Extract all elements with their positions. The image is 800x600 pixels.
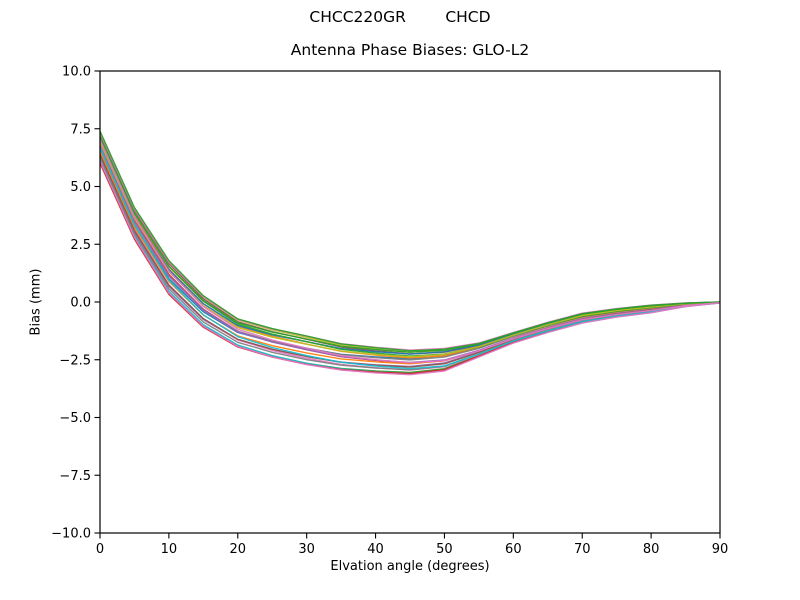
y-axis-label: Bias (mm) bbox=[28, 268, 44, 336]
figure-suptitle: CHCC220GR CHCD bbox=[309, 8, 491, 26]
series-line bbox=[99, 135, 721, 357]
series-line bbox=[99, 154, 721, 368]
series-line bbox=[99, 142, 721, 364]
series-line bbox=[99, 160, 721, 376]
x-tick-label: 40 bbox=[367, 542, 384, 557]
x-tick-label: 30 bbox=[298, 542, 315, 557]
series-line bbox=[99, 162, 721, 375]
series-line bbox=[99, 149, 721, 360]
series-line bbox=[99, 144, 721, 364]
series-line bbox=[99, 157, 721, 371]
y-tick-label: −7.5 bbox=[59, 469, 91, 484]
y-tick-label: −10.0 bbox=[51, 527, 91, 542]
x-tick-label: 20 bbox=[230, 542, 247, 557]
x-tick-label: 0 bbox=[96, 542, 104, 557]
x-axis-label: Elvation angle (degrees) bbox=[330, 559, 490, 574]
series-line bbox=[99, 131, 721, 353]
series-line bbox=[99, 139, 721, 364]
series-line bbox=[99, 147, 721, 370]
y-tick-label: 2.5 bbox=[70, 238, 91, 253]
series-line bbox=[99, 159, 721, 375]
x-tick-label: 10 bbox=[161, 542, 178, 557]
x-tick-label: 90 bbox=[712, 542, 729, 557]
x-tick-label: 80 bbox=[643, 542, 660, 557]
y-tick-label: −5.0 bbox=[59, 411, 91, 426]
series-line bbox=[99, 140, 721, 355]
x-tick-label: 70 bbox=[574, 542, 591, 557]
series-line bbox=[99, 130, 721, 352]
y-tick-label: 10.0 bbox=[62, 65, 91, 80]
x-tick-label: 50 bbox=[436, 542, 453, 557]
series-line bbox=[99, 133, 721, 355]
series-line bbox=[99, 155, 721, 368]
series-line bbox=[99, 151, 721, 365]
y-tick-label: 5.0 bbox=[70, 180, 91, 195]
series-line bbox=[99, 146, 721, 361]
axes-title: Antenna Phase Biases: GLO-L2 bbox=[290, 41, 530, 59]
series-line bbox=[99, 136, 721, 353]
series-line bbox=[99, 141, 721, 358]
y-tick-label: 7.5 bbox=[70, 122, 91, 137]
series-line bbox=[99, 152, 721, 371]
x-tick-label: 60 bbox=[505, 542, 522, 557]
y-tick-label: 0.0 bbox=[70, 296, 91, 311]
series-line bbox=[99, 161, 721, 374]
series-line bbox=[99, 138, 721, 359]
y-tick-label: −2.5 bbox=[59, 353, 91, 368]
